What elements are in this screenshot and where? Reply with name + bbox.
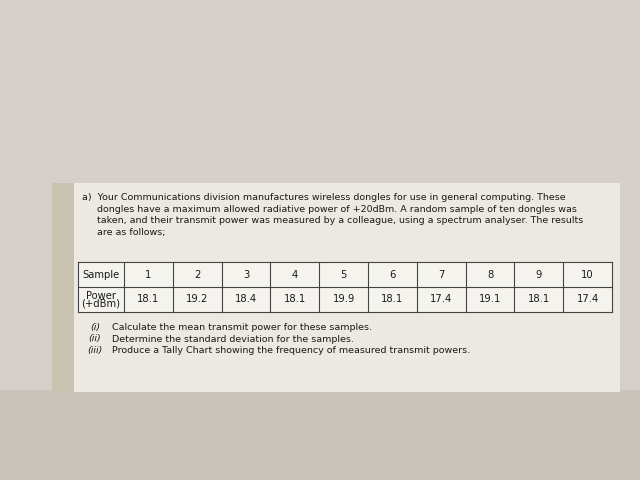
Bar [78, 262, 612, 312]
Text: 17.4: 17.4 [577, 295, 599, 304]
Text: Sample: Sample [83, 269, 120, 279]
Bar [52, 183, 74, 392]
Text: 17.4: 17.4 [430, 295, 452, 304]
Text: 6: 6 [389, 269, 396, 279]
Text: 18.1: 18.1 [284, 295, 306, 304]
Text: 19.9: 19.9 [332, 295, 355, 304]
Text: are as follows;: are as follows; [82, 228, 166, 237]
Text: 8: 8 [487, 269, 493, 279]
Text: 3: 3 [243, 269, 249, 279]
Text: Produce a Tally Chart showing the frequency of measured transmit powers.: Produce a Tally Chart showing the freque… [112, 346, 470, 355]
Text: (iii): (iii) [87, 346, 102, 355]
Text: a)  Your Communications division manufactures wireless dongles for use in genera: a) Your Communications division manufact… [82, 193, 566, 202]
Text: Power: Power [86, 291, 116, 301]
Text: 1: 1 [145, 269, 152, 279]
Text: 2: 2 [194, 269, 200, 279]
Text: (ii): (ii) [88, 335, 101, 344]
Text: 18.1: 18.1 [381, 295, 404, 304]
Text: 9: 9 [536, 269, 542, 279]
Text: 18.1: 18.1 [137, 295, 159, 304]
Text: (+dBm): (+dBm) [81, 299, 120, 309]
Text: 19.1: 19.1 [479, 295, 501, 304]
Bar [52, 183, 620, 392]
Bar [0, 390, 640, 480]
Text: 7: 7 [438, 269, 444, 279]
Text: dongles have a maximum allowed radiative power of +20dBm. A random sample of ten: dongles have a maximum allowed radiative… [82, 204, 577, 214]
Text: 10: 10 [581, 269, 594, 279]
Text: 5: 5 [340, 269, 347, 279]
Text: 18.4: 18.4 [235, 295, 257, 304]
Text: Calculate the mean transmit power for these samples.: Calculate the mean transmit power for th… [112, 323, 372, 332]
Text: taken, and their transmit power was measured by a colleague, using a spectrum an: taken, and their transmit power was meas… [82, 216, 583, 225]
Text: 4: 4 [292, 269, 298, 279]
Text: (i): (i) [90, 323, 100, 332]
Bar [74, 183, 620, 392]
Text: 18.1: 18.1 [527, 295, 550, 304]
Text: 19.2: 19.2 [186, 295, 209, 304]
Text: Determine the standard deviation for the samples.: Determine the standard deviation for the… [112, 335, 354, 344]
